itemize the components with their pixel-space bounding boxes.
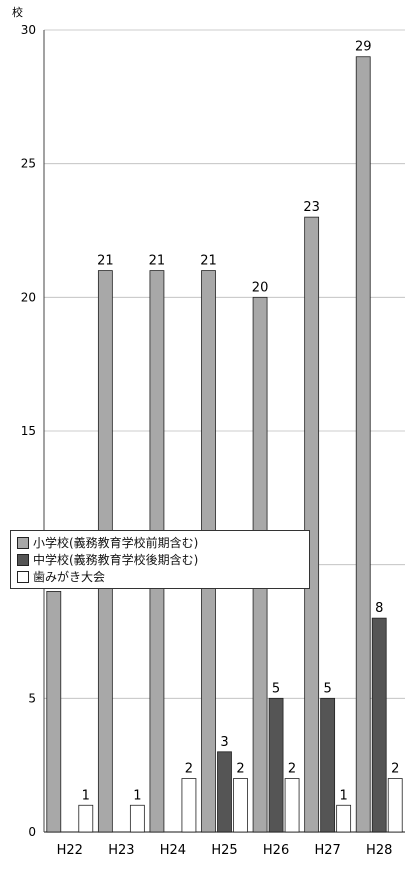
y-tick-label-30: 30 xyxy=(21,23,36,37)
legend-label-contest: 歯みがき大会 xyxy=(33,570,106,584)
data-label-H25-series-1: 3 xyxy=(220,735,228,750)
bar-H25-series-2 xyxy=(233,778,248,833)
data-label-H26-series-0: 20 xyxy=(252,280,269,295)
x-tick-label-H26: H26 xyxy=(263,843,289,858)
data-label-H28-series-2: 2 xyxy=(391,762,399,777)
data-label-H25-series-0: 21 xyxy=(200,254,217,269)
y-tick-label-20: 20 xyxy=(21,290,36,304)
bar-H23-series-2 xyxy=(129,804,145,833)
x-tick-label-H24: H24 xyxy=(160,843,186,858)
bar-H27-series-1 xyxy=(320,697,336,833)
x-tick-label-H25: H25 xyxy=(211,843,237,858)
legend-entry-contest: 歯みがき大会 xyxy=(17,568,303,585)
bar-H22-series-2 xyxy=(78,804,94,833)
data-label-H28-series-0: 29 xyxy=(355,40,372,55)
legend-swatch-elementary xyxy=(17,536,29,549)
data-label-H27-series-1: 5 xyxy=(324,681,332,696)
y-tick-label-15: 15 xyxy=(21,424,36,438)
data-label-H27-series-2: 1 xyxy=(340,788,348,803)
bar-H25-series-1 xyxy=(217,751,232,833)
x-tick-label-H27: H27 xyxy=(314,843,340,858)
bar-H24-series-2 xyxy=(181,778,197,833)
legend-label-elementary: 小学校(義務教育学校前期含む) xyxy=(33,536,199,550)
y-tick-label-0: 0 xyxy=(28,825,36,839)
bar-H26-series-1 xyxy=(268,697,284,833)
legend-swatch-contest xyxy=(17,570,29,583)
data-label-H26-series-2: 2 xyxy=(288,762,296,777)
bar-H26-series-2 xyxy=(284,778,300,833)
data-label-H24-series-2: 2 xyxy=(185,762,193,777)
legend-entry-junior-high: 中学校(義務教育学校後期含む) xyxy=(17,551,303,568)
data-label-H26-series-1: 5 xyxy=(272,681,280,696)
y-tick-label-5: 5 xyxy=(28,691,36,705)
y-axis-label: 校 xyxy=(12,5,23,19)
bar-H27-series-2 xyxy=(336,804,352,833)
data-label-H27-series-0: 23 xyxy=(303,200,320,215)
bar-H27-series-0 xyxy=(304,216,320,833)
y-tick-label-25: 25 xyxy=(21,157,36,171)
x-tick-label-H23: H23 xyxy=(108,843,134,858)
data-label-H25-series-2: 2 xyxy=(236,762,244,777)
bar-H22-series-0 xyxy=(46,591,62,833)
bar-H28-series-1 xyxy=(371,617,387,833)
legend: 小学校(義務教育学校前期含む) 中学校(義務教育学校後期含む) 歯みがき大会 xyxy=(10,530,310,589)
bar-H28-series-0 xyxy=(355,56,371,833)
bar-H28-series-2 xyxy=(387,778,403,833)
data-label-H23-series-2: 1 xyxy=(133,788,141,803)
data-label-H28-series-1: 8 xyxy=(375,601,383,616)
data-label-H24-series-0: 21 xyxy=(149,254,166,269)
data-label-H23-series-0: 21 xyxy=(97,254,114,269)
legend-label-junior-high: 中学校(義務教育学校後期含む) xyxy=(33,553,199,567)
legend-swatch-junior-high xyxy=(17,553,29,566)
data-label-H22-series-2: 1 xyxy=(82,788,90,803)
legend-entry-elementary: 小学校(義務教育学校前期含む) xyxy=(17,534,303,551)
x-tick-label-H28: H28 xyxy=(366,843,392,858)
x-tick-label-H22: H22 xyxy=(57,843,83,858)
